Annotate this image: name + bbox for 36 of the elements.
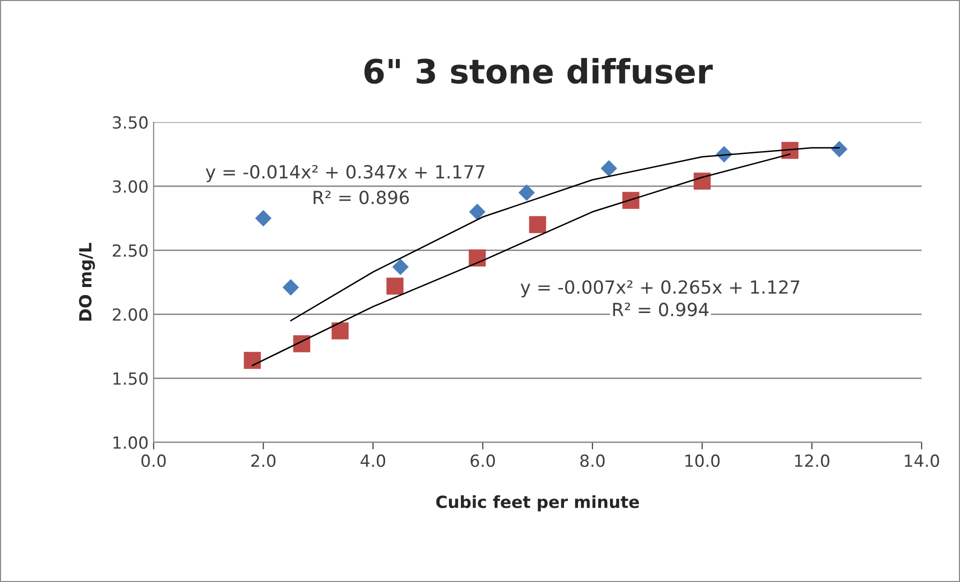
y-tick-label: 3.00	[112, 180, 148, 193]
annotation: y = -0.014x² + 0.347x + 1.177	[206, 165, 484, 182]
point	[468, 249, 486, 266]
point	[694, 172, 711, 190]
y-tick-label: 2.00	[112, 308, 148, 321]
point	[622, 192, 640, 209]
point	[255, 210, 272, 226]
point	[332, 322, 349, 340]
point	[244, 352, 261, 369]
annotation: R² = 0.896	[314, 190, 409, 204]
point	[386, 278, 404, 295]
x-tick-label: 8.0	[580, 454, 605, 468]
point	[529, 216, 546, 234]
chart-title: 6" 3 stone diffuser	[364, 58, 713, 84]
y-tick-label: 1.50	[113, 372, 148, 385]
point	[600, 160, 618, 177]
x-tick-label: 10.0	[685, 454, 720, 468]
x-axis-title: Cubic feet per minute	[436, 495, 639, 512]
y-axis-title: DO mg/L	[78, 242, 95, 321]
x-tick-label: 0.0	[141, 454, 166, 468]
point	[518, 184, 535, 201]
point	[293, 335, 310, 352]
annotation: y = -0.007x² + 0.265x + 1.127	[520, 280, 800, 298]
x-tick-label: 6.0	[470, 454, 495, 468]
y-tick-label: 3.50	[112, 116, 148, 129]
annotation: R² = 0.994	[613, 302, 709, 316]
y-tick-label: 1.00	[113, 436, 148, 449]
point	[282, 279, 299, 296]
x-tick-label: 12.0	[795, 454, 830, 468]
x-tick-label: 14.0	[904, 454, 940, 468]
point	[392, 258, 409, 276]
x-tick-label: 2.0	[251, 454, 276, 468]
point	[469, 204, 486, 220]
x-tick-label: 4.0	[360, 454, 386, 468]
y-tick-label: 2.50	[112, 244, 148, 257]
point	[831, 140, 848, 158]
